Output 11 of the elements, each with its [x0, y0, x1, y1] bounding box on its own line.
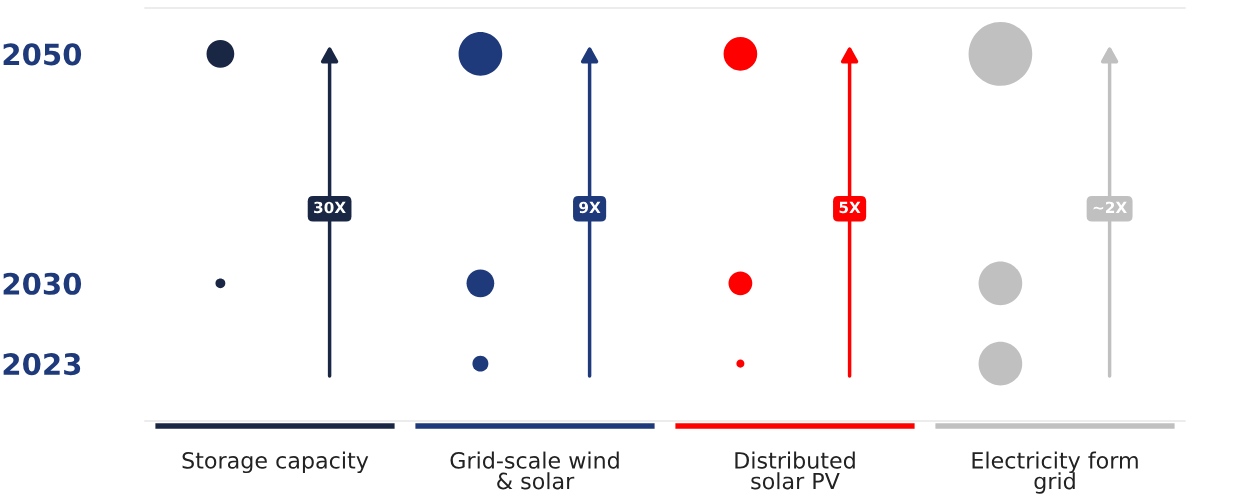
annotation: ~2X — [1093, 201, 1127, 213]
x-tick-label: Electricity form grid — [972, 451, 1138, 494]
annotation: 5X — [839, 201, 861, 214]
x-tick-label: Storage capacity — [182, 451, 369, 474]
y-tick-label: 2050 — [3, 43, 82, 66]
annotation: 9X — [579, 201, 601, 214]
x-tick-label: Grid-scale wind & solar — [450, 451, 619, 490]
x-tick-label: Distributed solar PV — [735, 451, 855, 490]
annotation: 30X — [314, 201, 346, 214]
y-tick-label: 2030 — [3, 272, 82, 295]
y-tick-label: 2023 — [3, 353, 81, 376]
